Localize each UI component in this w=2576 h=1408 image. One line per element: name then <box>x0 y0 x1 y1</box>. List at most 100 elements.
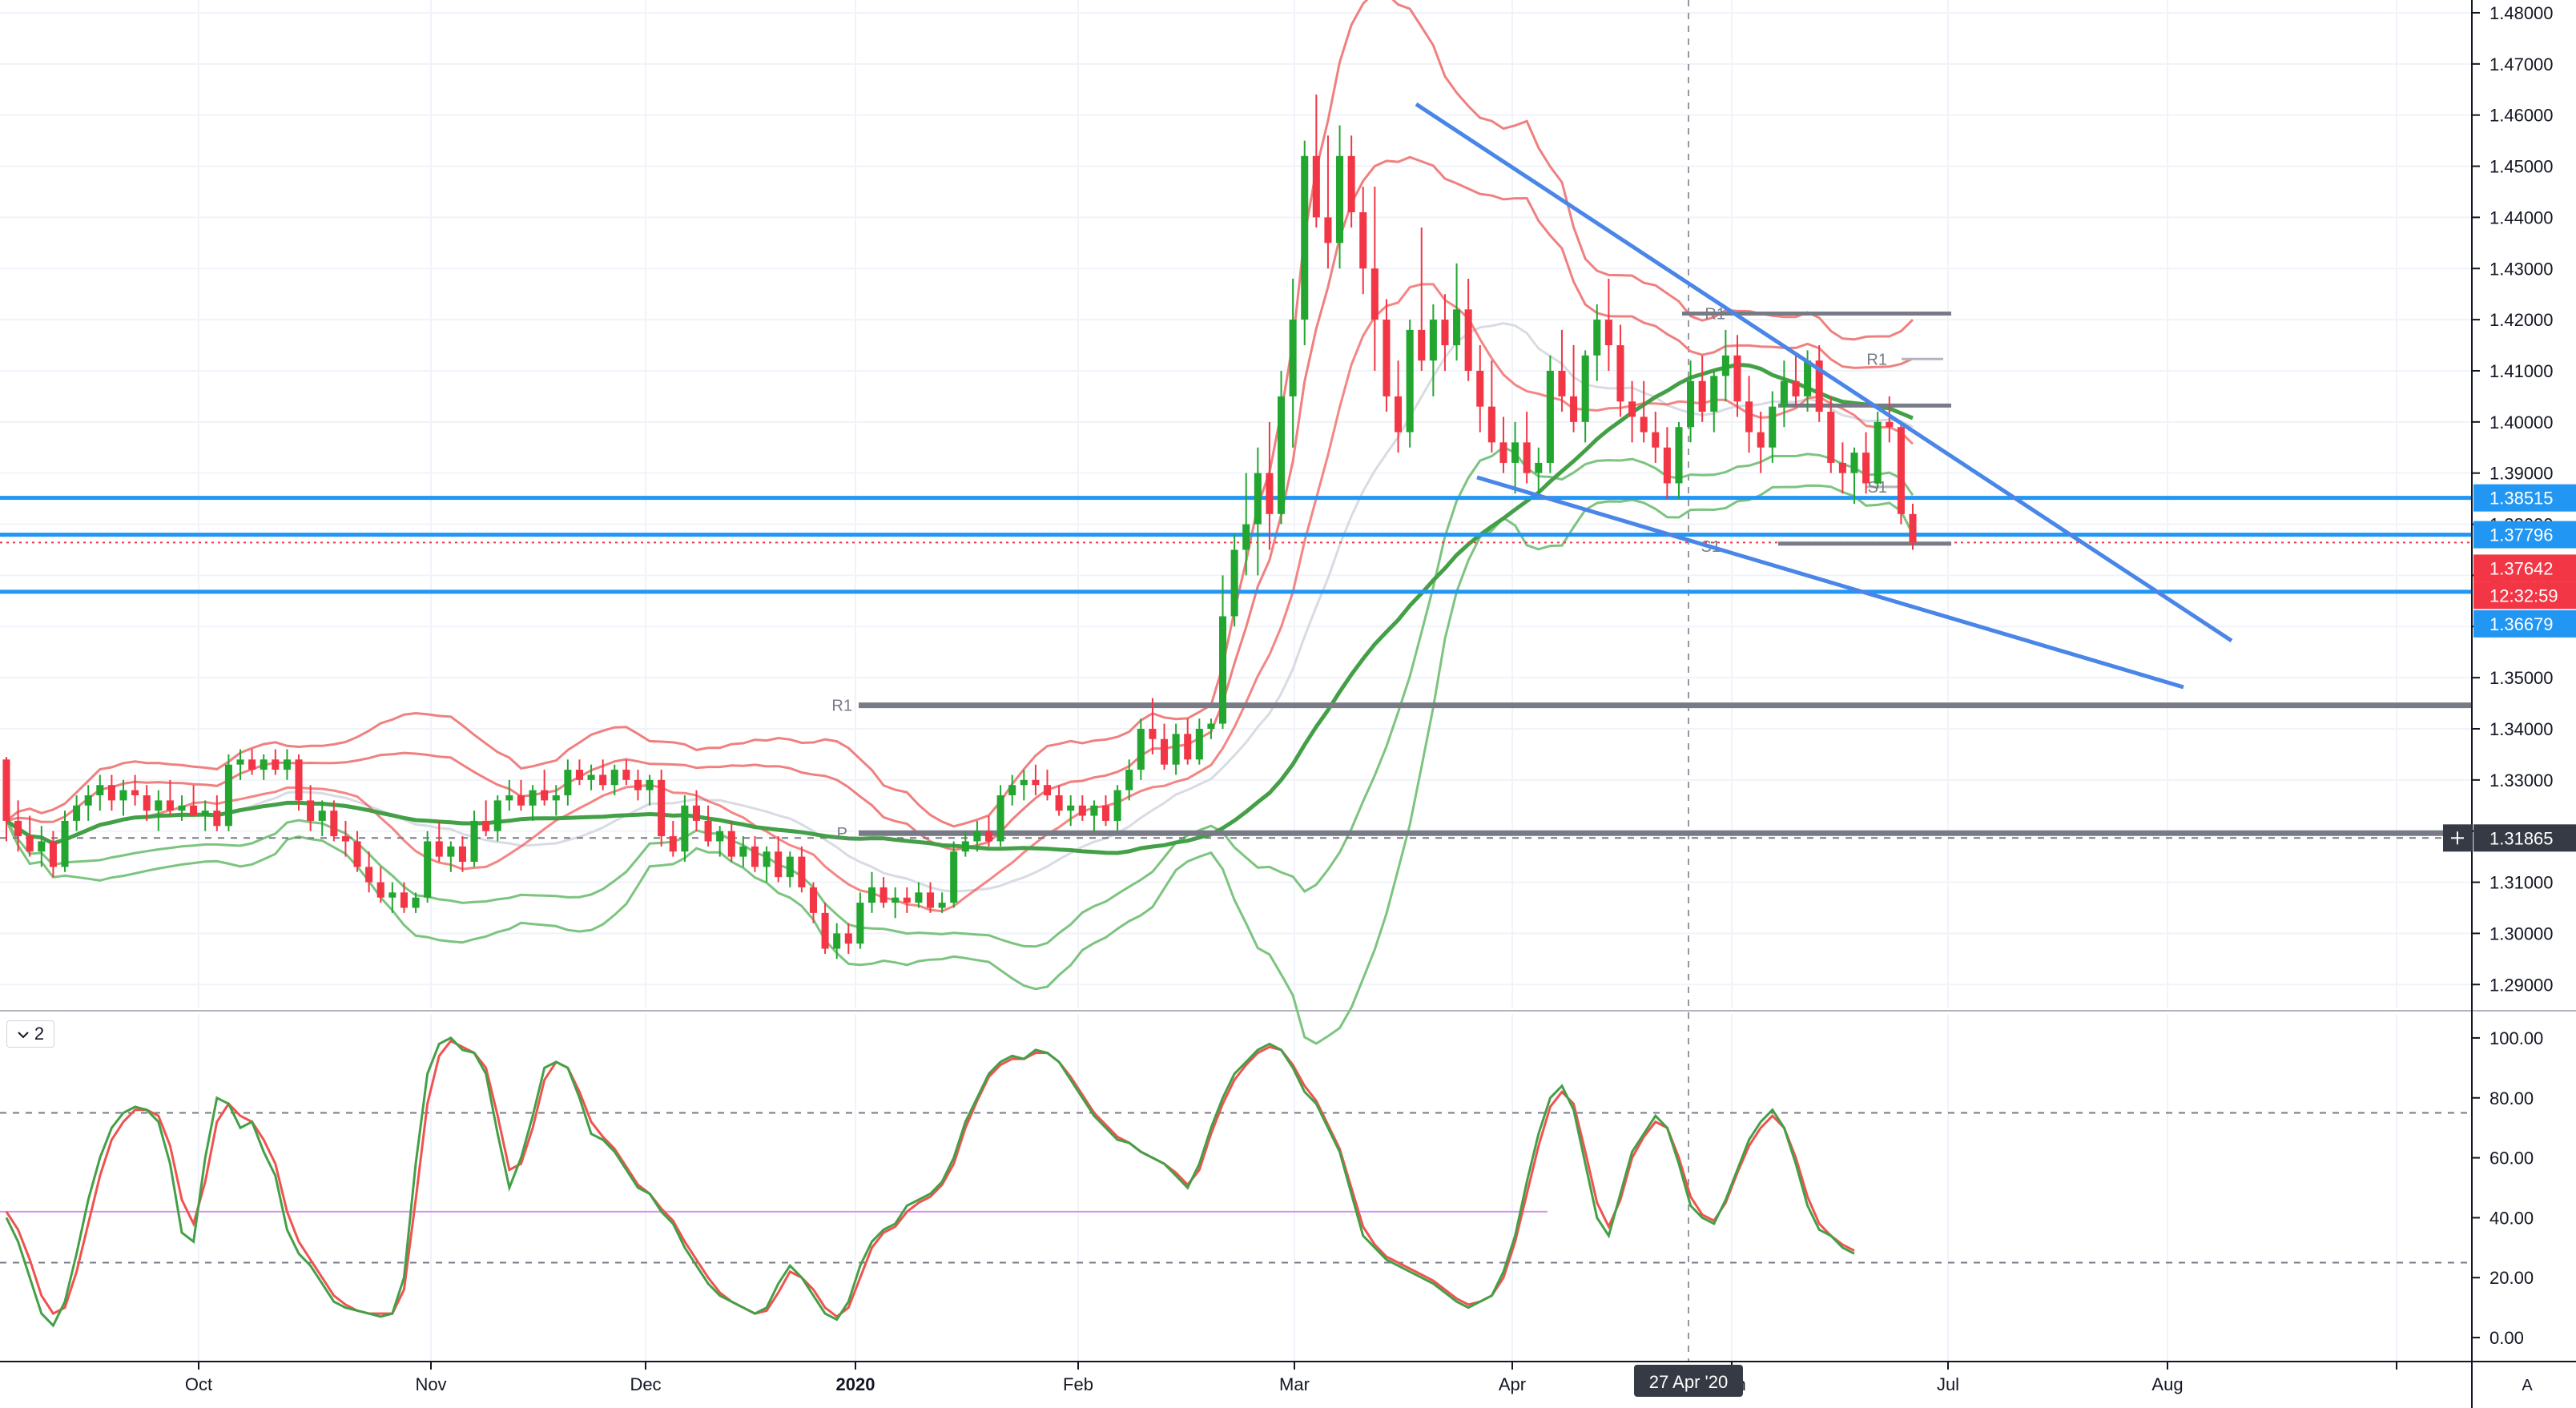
candle-up <box>424 841 432 898</box>
candle-up <box>1429 320 1437 361</box>
candle-down <box>248 759 256 770</box>
candle-down <box>1733 355 1741 402</box>
candle-down <box>1745 401 1753 432</box>
candle-up <box>1581 355 1589 422</box>
candle-down <box>1312 155 1320 218</box>
ma-fast <box>6 283 1914 913</box>
candle-up <box>646 779 654 790</box>
candle-up <box>856 903 864 944</box>
indicator-legend-toggle[interactable]: 2 <box>6 1020 54 1048</box>
price-tick-label: 1.40000 <box>2489 412 2554 432</box>
candle-up <box>155 800 163 811</box>
candle-up <box>283 759 291 770</box>
candle-up <box>1254 473 1262 525</box>
candle-up <box>1219 616 1227 724</box>
candle-up <box>96 785 104 795</box>
trendlines[interactable] <box>1415 102 2233 690</box>
candle-down <box>541 790 549 801</box>
candle-up <box>587 774 595 780</box>
candle-up <box>892 897 900 903</box>
price-tick-label: 1.30000 <box>2489 923 2554 943</box>
candle-down <box>658 779 666 837</box>
candle-down <box>575 770 583 780</box>
candle-down <box>1838 462 1846 473</box>
candle-up <box>1230 549 1238 617</box>
candle-down <box>107 785 115 801</box>
candle-up <box>610 770 618 786</box>
candle-down <box>26 836 34 852</box>
candle-up <box>447 846 455 857</box>
candle-down <box>1652 432 1660 448</box>
candle-up <box>470 820 478 863</box>
price-tick-label: 1.39000 <box>2489 464 2554 484</box>
price-tick-label: 1.31000 <box>2489 873 2554 893</box>
price-tick-label: 1.47000 <box>2489 54 2554 74</box>
candle-up <box>681 805 689 852</box>
candle-down <box>1698 380 1706 412</box>
candle-up <box>1336 155 1344 243</box>
candle-up <box>833 933 841 949</box>
candle-down <box>272 759 280 770</box>
candle-up <box>564 770 572 795</box>
candle-down <box>1487 406 1495 443</box>
candle-up <box>1172 734 1180 765</box>
candle-down <box>1371 268 1379 320</box>
candle-down <box>49 841 57 867</box>
ma-slow <box>5 362 1914 855</box>
candle-down <box>692 805 700 821</box>
candle-up <box>1125 770 1133 790</box>
candle-up <box>938 903 946 908</box>
candle-down <box>1558 370 1566 396</box>
candle-down <box>1663 447 1671 484</box>
candle-down <box>1032 779 1040 786</box>
candle-up <box>915 892 923 903</box>
candle-up <box>1242 524 1250 550</box>
indicator-tick-label: 40.00 <box>2489 1208 2534 1228</box>
time-tick-label: 2020 <box>836 1374 875 1394</box>
candle-down <box>1055 795 1063 811</box>
candle-down <box>622 770 630 780</box>
candle-down <box>295 759 303 801</box>
candle-up <box>552 795 560 801</box>
candle-up <box>61 820 69 867</box>
candle-up <box>178 805 186 811</box>
candle-down <box>341 836 349 842</box>
candle-up <box>786 856 794 878</box>
wedge-upper-trendline <box>1415 102 2233 643</box>
time-tick-label: Feb <box>1063 1374 1093 1394</box>
candle-up <box>388 892 396 898</box>
stoch-k-line <box>5 1036 1855 1328</box>
bb-basis <box>6 322 1914 893</box>
chevron-down-icon[interactable] <box>17 1024 30 1044</box>
candle-up <box>1874 421 1882 484</box>
candle-down <box>1418 329 1426 361</box>
candle-down <box>190 805 198 816</box>
auto-scale-button[interactable]: A <box>2522 1376 2533 1394</box>
grid <box>0 0 2576 1362</box>
candle-up <box>996 795 1004 842</box>
candle-down <box>517 795 525 806</box>
price-tick-label: 1.48000 <box>2489 3 2554 23</box>
crosshair-price-label-bg <box>2473 824 2576 852</box>
candle-up <box>1278 396 1286 514</box>
candle-up <box>1090 805 1098 816</box>
candle-down <box>1862 453 1870 484</box>
countdown-label-bg <box>2473 581 2576 609</box>
candle-down <box>1464 309 1472 371</box>
candle-up <box>973 831 981 842</box>
candle-down <box>751 846 759 867</box>
candle-down <box>1827 412 1835 463</box>
candle-down <box>1395 396 1403 432</box>
candle-down <box>1101 805 1110 821</box>
candle-down <box>353 841 361 867</box>
candle-down <box>634 779 642 790</box>
price-labels: 1.38515 1.37796 1.37642 12:32:59 1.36679 1.31… <box>2443 484 2576 852</box>
candle-down <box>1160 738 1169 765</box>
candle-up <box>1769 406 1777 448</box>
candle-down <box>1347 155 1355 213</box>
candle-down <box>458 846 466 863</box>
wedge-lower-trendline <box>1476 475 2184 690</box>
candle-up <box>1850 453 1858 473</box>
